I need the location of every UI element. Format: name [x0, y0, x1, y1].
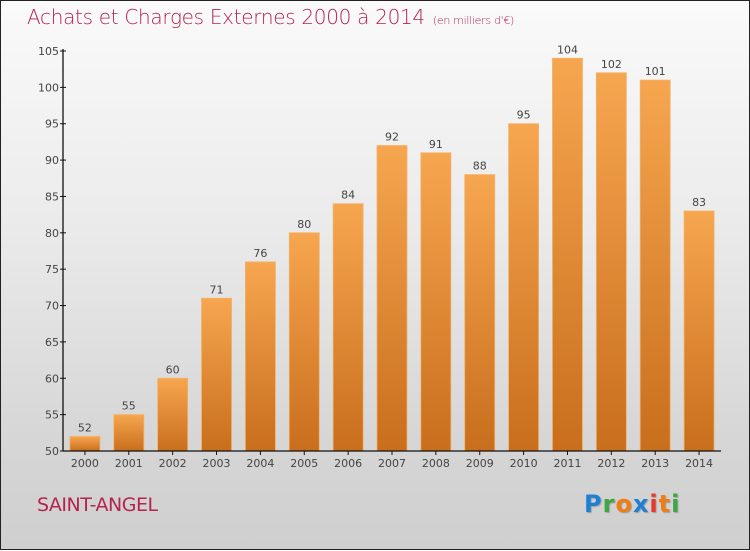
y-tick-label-50: 50	[45, 445, 59, 458]
x-tick-label-2008: 2008	[422, 457, 450, 470]
bar-2013	[639, 79, 671, 452]
x-tick-label-2001: 2001	[115, 457, 143, 470]
x-tick-label-2013: 2013	[641, 457, 669, 470]
bar-2001	[113, 414, 145, 452]
value-label-2000: 52	[78, 421, 92, 434]
logo-letter: i	[649, 490, 659, 518]
bar-2011	[552, 57, 583, 452]
bar-2003	[201, 297, 232, 452]
value-label-2013: 101	[645, 65, 666, 78]
x-tick-label-2007: 2007	[378, 457, 406, 470]
logo-letter: t	[658, 490, 672, 518]
y-tick-label-65: 65	[45, 336, 59, 349]
logo-letter: o	[615, 490, 633, 518]
x-tick-label-2010: 2010	[510, 457, 538, 470]
value-label-2011: 104	[557, 43, 578, 56]
bar-2008	[420, 152, 452, 452]
value-label-2014: 83	[692, 196, 706, 209]
bar-2005	[288, 232, 320, 452]
x-tick-label-2006: 2006	[334, 457, 362, 470]
y-tick-label-80: 80	[45, 227, 59, 240]
proxiti-logo[interactable]: Proxiti	[584, 490, 680, 518]
value-label-2001: 55	[122, 400, 136, 413]
x-tick-label-2002: 2002	[159, 457, 187, 470]
logo-letter: i	[671, 490, 681, 518]
bar-2009	[464, 174, 496, 452]
logo-letter: r	[602, 490, 616, 518]
y-tick-label-100: 100	[38, 81, 59, 94]
value-label-2004: 76	[253, 247, 267, 260]
value-label-2008: 91	[429, 138, 443, 151]
bar-2000	[69, 436, 101, 452]
y-tick-label-85: 85	[45, 190, 59, 203]
bar-2007	[376, 145, 408, 452]
logo-letter: P	[584, 490, 603, 518]
bar-2014	[683, 210, 715, 452]
y-tick-label-105: 105	[38, 45, 59, 58]
title-text: Achats et Charges Externes 2000 à 2014	[27, 5, 425, 29]
value-label-2005: 80	[297, 218, 311, 231]
x-tick-label-2009: 2009	[466, 457, 494, 470]
city-name: SAINT-ANGEL	[37, 494, 158, 516]
value-label-2010: 95	[517, 109, 531, 122]
x-tick-label-2004: 2004	[246, 457, 274, 470]
value-label-2002: 60	[166, 363, 180, 376]
x-tick-label-2011: 2011	[553, 457, 581, 470]
value-label-2009: 88	[473, 160, 487, 173]
value-label-2006: 84	[341, 189, 355, 202]
bars-group	[69, 57, 715, 452]
y-tick-label-75: 75	[45, 263, 59, 276]
x-axis: 2000 2001 2002 2003 2004 2005 2006 2007 2008 2009…	[63, 450, 721, 470]
y-tick-label-55: 55	[45, 409, 59, 422]
chart-title: Achats et Charges Externes 2000 à 2014 (e…	[27, 5, 514, 29]
bar-2012	[595, 72, 627, 452]
chart-subtitle: (en milliers d'€)	[432, 14, 515, 27]
bar-2010	[508, 123, 540, 452]
y-tick-label-60: 60	[45, 372, 59, 385]
value-labels-group: 52 55 60 71 76 80 84 92 91 88 95 104 102 101 83	[78, 43, 706, 434]
bar-2002	[157, 377, 189, 452]
y-tick-label-70: 70	[45, 300, 59, 313]
bar-2004	[244, 261, 276, 452]
x-tick-label-2012: 2012	[597, 457, 625, 470]
y-tick-label-95: 95	[45, 118, 59, 131]
x-tick-label-2005: 2005	[290, 457, 318, 470]
bar-2006	[332, 203, 364, 452]
x-tick-label-2003: 2003	[203, 457, 231, 470]
value-label-2012: 102	[601, 58, 622, 71]
y-axis: 50 55 60 65 70 75 80 85 90 95 100 105	[38, 45, 66, 458]
value-label-2003: 71	[210, 283, 224, 296]
value-label-2007: 92	[385, 131, 399, 144]
x-tick-label-2000: 2000	[71, 457, 99, 470]
x-tick-label-2014: 2014	[685, 457, 713, 470]
y-tick-label-90: 90	[45, 154, 59, 167]
logo-letter: x	[632, 490, 650, 518]
